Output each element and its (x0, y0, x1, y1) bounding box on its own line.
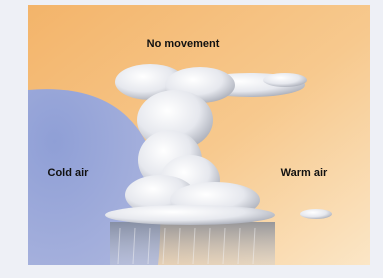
warm-air-label: Warm air (281, 167, 328, 179)
top-label: No movement (147, 38, 220, 50)
page: No movement Cold air Warm air (() => { c… (0, 0, 383, 278)
front-diagram: No movement Cold air Warm air (0, 0, 383, 278)
cold-air-label: Cold air (48, 167, 90, 179)
